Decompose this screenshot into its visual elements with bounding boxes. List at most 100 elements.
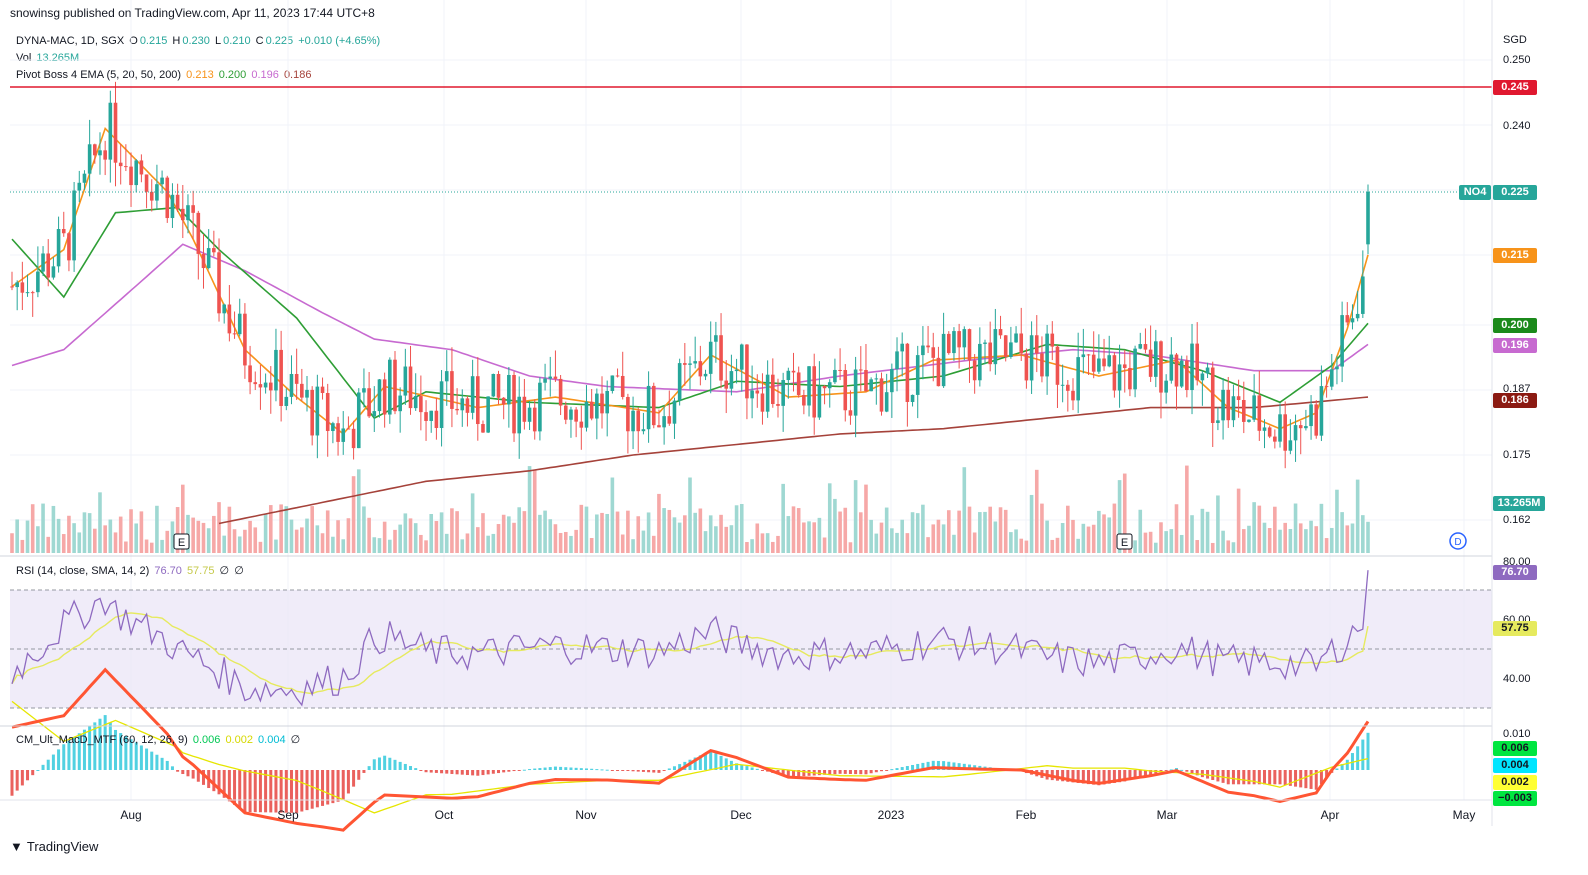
earnings-marker-1[interactable]: E xyxy=(173,533,190,550)
candle-body xyxy=(688,363,692,365)
macd-histogram-bar xyxy=(36,770,40,771)
macd-histogram-bar xyxy=(1273,770,1277,785)
earnings-marker-2-text: E xyxy=(1121,537,1128,549)
macd-histogram-bar xyxy=(584,768,588,770)
macd-histogram-bar xyxy=(952,762,956,770)
macd-histogram-bar xyxy=(1325,770,1329,779)
macd-histogram-bar xyxy=(51,754,55,770)
macd-histogram-bar xyxy=(647,770,651,773)
candle-body xyxy=(1257,395,1262,431)
volume-bar xyxy=(786,516,791,553)
vol-label[interactable]: Vol xyxy=(16,52,32,64)
macd-histogram-bar xyxy=(538,768,542,770)
time-label-2023: 2023 xyxy=(877,808,905,822)
macd-histogram-bar xyxy=(512,770,516,772)
dividend-marker[interactable]: D xyxy=(1449,532,1467,550)
candle-body xyxy=(403,366,408,396)
volume-bar xyxy=(677,522,682,553)
candle-body xyxy=(1210,367,1215,423)
low-value: 0.210 xyxy=(223,35,251,47)
volume-bar xyxy=(1143,532,1148,553)
candle-body xyxy=(1319,386,1324,436)
macd-histogram-bar xyxy=(1190,770,1194,774)
macd-histogram-bar xyxy=(103,715,107,770)
candle-body xyxy=(796,372,801,396)
volume-bar xyxy=(781,483,785,553)
ema-label[interactable]: Pivot Boss 4 EMA (5, 20, 50, 200) xyxy=(16,69,182,81)
volume-bar xyxy=(460,539,465,553)
volume-bar xyxy=(413,523,418,553)
candle-body xyxy=(206,248,211,269)
volume-bar xyxy=(672,517,677,553)
volume-bar xyxy=(10,533,14,553)
candle-body xyxy=(274,349,278,391)
macd-histogram-bar xyxy=(367,766,371,770)
candle-body xyxy=(263,382,268,388)
volume-bar xyxy=(118,516,123,553)
volume-bar xyxy=(170,521,175,553)
resistance-price-tag[interactable]: 0.245 xyxy=(1493,80,1537,95)
volume-bar xyxy=(688,477,692,553)
volume-bar xyxy=(1298,523,1303,553)
candle-body xyxy=(802,395,806,406)
macd-histogram-bar xyxy=(227,770,231,802)
ema20-value: 0.200 xyxy=(218,69,247,81)
candle-body xyxy=(931,347,936,358)
volume-bar xyxy=(25,520,30,553)
earnings-marker-2[interactable]: E xyxy=(1116,533,1133,550)
candle-body xyxy=(734,369,739,372)
rsi-na-2: ∅ xyxy=(234,565,244,577)
macd-histogram-bar xyxy=(962,763,966,770)
candle-body xyxy=(429,410,434,421)
volume-bar xyxy=(227,506,232,553)
macd-histogram-bar xyxy=(559,766,563,770)
last-price-tag[interactable]: 0.225 xyxy=(1493,185,1537,200)
volume-bar xyxy=(41,503,45,553)
macd-histogram-bar xyxy=(724,758,728,770)
macd-histogram-bar xyxy=(1076,770,1080,783)
candle-body xyxy=(1283,414,1287,451)
macd-label[interactable]: CM_Ult_MacD_MTF (60, 12, 26, 9) xyxy=(16,734,188,746)
volume-bar xyxy=(160,539,164,553)
ema20-series-line xyxy=(11,206,1369,420)
symbol-label[interactable]: DYNA-MAC, 1D, SGX xyxy=(16,35,125,47)
tradingview-brand[interactable]: ▼ TradingView xyxy=(10,839,98,854)
candle-body xyxy=(657,425,661,428)
volume-bar xyxy=(584,506,589,553)
candle-body xyxy=(1133,348,1137,390)
macd-histogram-bar xyxy=(279,770,283,813)
candle-body xyxy=(771,374,775,405)
macd-histogram-bar xyxy=(533,768,537,770)
candle-body xyxy=(967,329,972,361)
volume-bar xyxy=(486,535,490,553)
macd-histogram-bar xyxy=(590,768,594,770)
macd-histogram-bar xyxy=(1361,739,1365,770)
volume-bar xyxy=(113,532,118,553)
candle-body xyxy=(553,376,558,379)
volume-bar xyxy=(869,519,873,553)
candle-body xyxy=(113,102,118,163)
volume-bar xyxy=(910,512,915,553)
macd-histogram-bar xyxy=(1345,759,1349,770)
volume-bar xyxy=(351,476,356,553)
rsi-label[interactable]: RSI (14, close, SMA, 14, 2) xyxy=(16,565,150,577)
volume-bar xyxy=(662,508,666,553)
candle-body xyxy=(1086,354,1091,356)
volume-bar xyxy=(455,511,459,553)
macd-histogram-bar xyxy=(890,769,894,771)
volume-bar xyxy=(729,525,734,553)
candle-body xyxy=(1278,414,1282,442)
macd-histogram-bar xyxy=(704,753,708,770)
volume-bar xyxy=(1288,528,1293,553)
candle-body xyxy=(765,374,770,412)
volume-bar xyxy=(1304,529,1308,553)
macd-histogram-bar xyxy=(139,745,143,770)
volume-bar xyxy=(558,532,563,553)
volume-bar xyxy=(833,498,837,553)
candle-body xyxy=(25,292,30,294)
candle-body xyxy=(1309,404,1313,427)
candle-body xyxy=(325,393,330,432)
volume-bar xyxy=(491,533,496,553)
macd-histogram-bar xyxy=(264,770,268,813)
